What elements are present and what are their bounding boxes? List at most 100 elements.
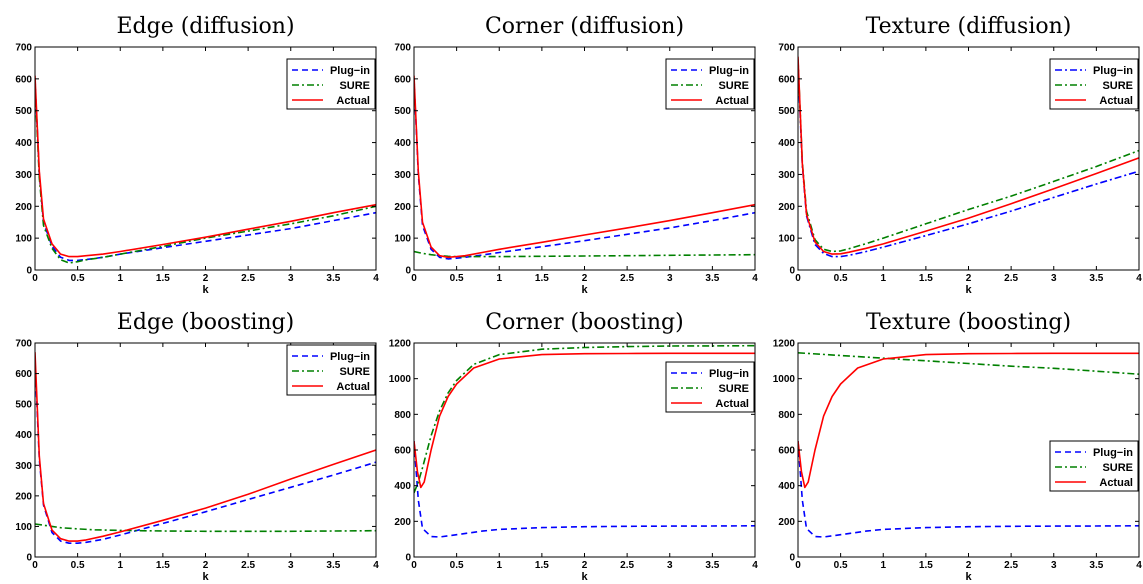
x-tick-label: 0.5 [450, 273, 464, 284]
y-tick-label: 0 [405, 266, 411, 277]
series-group [798, 56, 1139, 258]
series-line-sure [35, 523, 376, 533]
panel-3: Texture (diffusion) 0 0.5 1 1.5 2 2.5 3 3.5 4 0 100… [778, 14, 1142, 296]
x-axis-label: k [965, 284, 972, 296]
legend: Plug−in SURE Actual [665, 58, 755, 110]
series-group [35, 352, 376, 545]
y-tick-label: 0 [789, 553, 795, 564]
legend-label: SURE [1102, 80, 1133, 92]
x-tick-label: 2.5 [1004, 560, 1018, 571]
y-tick-label: 100 [778, 234, 795, 245]
x-tick-label: 1 [117, 560, 123, 571]
x-tick-label: 3.5 [705, 273, 719, 284]
x-axis-label: k [581, 284, 588, 296]
x-axis-label: k [965, 571, 972, 583]
series-line-sure [798, 59, 1139, 253]
x-tick-label: 3.5 [1089, 273, 1103, 284]
y-tick-label: 100 [15, 522, 32, 533]
y-tick-label: 400 [778, 481, 795, 492]
legend: Plug−in SURE Actual [286, 58, 376, 110]
series-line-sure [414, 250, 755, 258]
legend-label: Plug−in [709, 65, 749, 77]
panel-5: Corner (boosting) 0 0.5 1 1.5 2 2.5 3 3.5 4 0 200 40… [389, 310, 758, 583]
y-tick-label: 400 [15, 430, 32, 441]
y-tick-label: 600 [15, 369, 32, 380]
panel-6: Texture (boosting) 0 0.5 1 1.5 2 2.5 3 3.5 4 0 200 4… [773, 310, 1142, 583]
y-tick-label: 500 [394, 106, 411, 117]
series-line-sure [798, 352, 1139, 375]
x-tick-label: 2 [203, 560, 209, 571]
x-tick-label: 4 [1136, 560, 1142, 571]
x-tick-label: 3.5 [326, 273, 340, 284]
x-tick-label: 3 [1051, 560, 1057, 571]
legend-label: Actual [715, 398, 749, 410]
y-tick-label: 300 [15, 170, 32, 181]
legend: Plug−in SURE Actual [1049, 58, 1139, 110]
series-line-sure [35, 85, 376, 264]
series-line-actual [798, 352, 1139, 489]
x-tick-label: 1 [880, 273, 886, 284]
y-tick-label: 500 [15, 400, 32, 411]
x-tick-label: 2.5 [1004, 273, 1018, 284]
y-tick-label: 700 [394, 43, 411, 54]
series-line-plugin [35, 361, 376, 545]
x-tick-label: 0.5 [834, 560, 848, 571]
series-line-plugin [414, 78, 755, 260]
panel-title: Texture (diffusion) [866, 14, 1072, 39]
series-line-plugin [798, 66, 1139, 258]
y-tick-label: 100 [394, 234, 411, 245]
x-tick-label: 2 [966, 560, 972, 571]
x-tick-label: 4 [752, 273, 758, 284]
series-line-actual [414, 75, 755, 259]
y-tick-label: 300 [778, 170, 795, 181]
x-tick-label: 0 [411, 560, 417, 571]
y-tick-label: 0 [26, 266, 32, 277]
x-tick-label: 4 [1136, 273, 1142, 284]
legend-label: SURE [718, 80, 749, 92]
panel-title: Corner (boosting) [485, 310, 683, 335]
x-tick-label: 0.5 [834, 273, 848, 284]
x-tick-label: 1 [496, 273, 502, 284]
y-tick-label: 0 [405, 553, 411, 564]
x-tick-label: 3 [667, 560, 673, 571]
y-tick-label: 0 [789, 266, 795, 277]
series-line-actual [414, 352, 755, 489]
panel-title: Edge (boosting) [117, 310, 294, 335]
y-tick-label: 600 [394, 74, 411, 85]
series-group [414, 75, 755, 260]
x-tick-label: 0.5 [71, 560, 85, 571]
x-tick-label: 1 [880, 560, 886, 571]
y-tick-label: 700 [778, 43, 795, 54]
y-tick-label: 200 [394, 517, 411, 528]
y-tick-label: 600 [778, 74, 795, 85]
y-tick-label: 700 [15, 339, 32, 350]
series-line-plugin [414, 441, 755, 538]
x-tick-label: 3.5 [326, 560, 340, 571]
x-tick-label: 2 [582, 560, 588, 571]
x-tick-label: 2.5 [620, 560, 634, 571]
series-line-actual [35, 352, 376, 542]
series-line-plugin [798, 441, 1139, 538]
panel-2: Corner (diffusion) 0 0.5 1 1.5 2 2.5 3 3.5 4 0 100 2… [394, 14, 758, 296]
y-tick-label: 0 [26, 553, 32, 564]
x-tick-label: 1.5 [919, 560, 933, 571]
y-tick-label: 300 [15, 461, 32, 472]
legend-label: Plug−in [709, 368, 749, 380]
x-tick-label: 3 [288, 560, 294, 571]
x-tick-label: 3 [667, 273, 673, 284]
x-tick-label: 2 [966, 273, 972, 284]
series-group [798, 352, 1139, 538]
x-tick-label: 2 [203, 273, 209, 284]
y-tick-label: 400 [15, 138, 32, 149]
x-tick-label: 0 [795, 560, 801, 571]
panel-title: Texture (boosting) [866, 310, 1071, 335]
x-tick-label: 0 [411, 273, 417, 284]
y-tick-label: 400 [394, 138, 411, 149]
x-tick-label: 2 [582, 273, 588, 284]
legend-label: Plug−in [1093, 65, 1133, 77]
panel-1: Edge (diffusion) 0 0.5 1 1.5 2 2.5 3 3.5 4 0 100 200… [15, 14, 379, 296]
x-tick-label: 4 [752, 560, 758, 571]
x-axis-label: k [202, 571, 209, 583]
legend-label: SURE [339, 366, 370, 378]
x-tick-label: 0 [795, 273, 801, 284]
